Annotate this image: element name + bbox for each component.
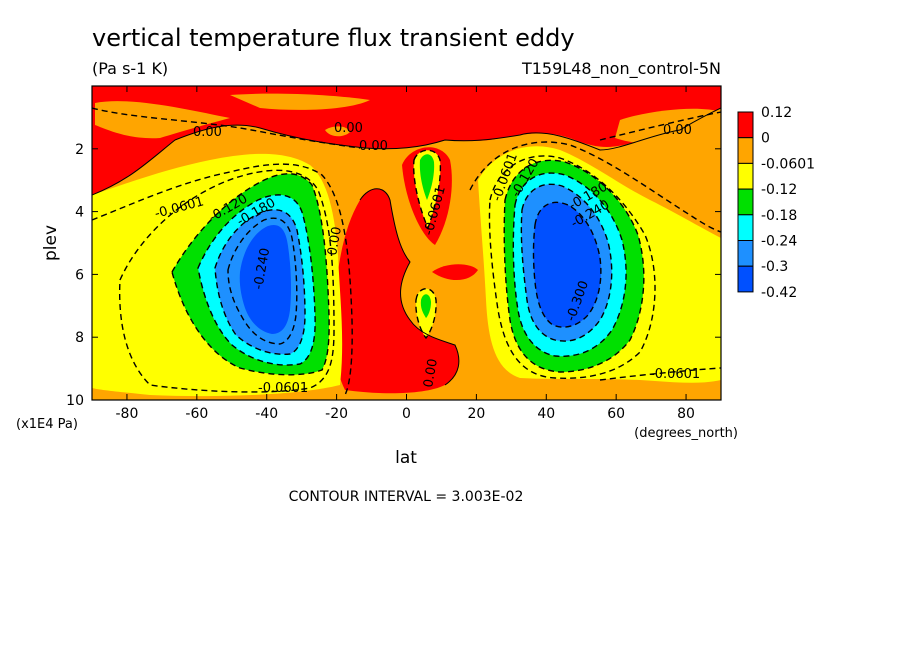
contour-line-sh-2 — [171, 173, 330, 376]
contour-line-nh-3 — [512, 172, 627, 357]
fill-eq-green-upper — [419, 154, 435, 200]
x-tick-label: 80 — [677, 406, 695, 422]
fill-orange-top-mid — [230, 93, 370, 110]
colorbar-label: -0.12 — [761, 182, 797, 198]
contour-line-eq-upper — [412, 149, 442, 230]
y-tick-label: 4 — [75, 205, 84, 221]
contour-line-eq-lower — [415, 288, 437, 340]
chart-subtitle: (Pa s-1 K) — [92, 59, 168, 78]
fill-sh-blue2 — [239, 224, 292, 334]
colorbar-label: 0 — [761, 131, 770, 147]
contour-label: -0.0601 — [650, 367, 700, 382]
contour-label: -0.0601 — [258, 381, 308, 396]
fill-red-equator-lobe — [432, 264, 478, 281]
fill-nh-blue2 — [533, 202, 601, 328]
x-tick-label: -80 — [116, 406, 139, 422]
x-axis-label: lat — [395, 448, 417, 468]
colorbar: 0.12 0 -0.0601 -0.12 -0.18 -0.24 -0.3 -0.42 — [737, 105, 815, 301]
colorbar-swatch — [737, 265, 754, 293]
colorbar-label: -0.0601 — [761, 156, 815, 172]
zero-contour-top — [92, 107, 721, 196]
contour-label: 0.00 — [663, 123, 692, 138]
colorbar-swatch — [737, 240, 754, 267]
colorbar-swatch — [737, 162, 754, 190]
colorbar-label: -0.42 — [761, 285, 797, 301]
contour-interval-note: CONTOUR INTERVAL = 3.003E-02 — [289, 489, 524, 505]
contour-line-nh-4 — [520, 183, 613, 342]
contour-label: -0.240 — [251, 247, 273, 291]
colorbar-label: 0.12 — [761, 105, 792, 121]
contour-line-outer-nh — [469, 141, 721, 233]
x-tick-label: 40 — [537, 406, 555, 422]
fill-eq-green-lower — [420, 294, 431, 318]
colorbar-label: -0.24 — [761, 234, 797, 250]
contour-label: 0.00 — [359, 139, 388, 154]
fill-orange-top-right — [615, 108, 721, 144]
x-tick-label: 20 — [467, 406, 485, 422]
y-tick-label: 2 — [75, 142, 84, 158]
zero-contours — [92, 107, 721, 386]
x-axis: -80 -60 -40 -20 0 20 40 60 80 — [116, 86, 695, 422]
colorbar-label: -0.18 — [761, 208, 797, 224]
y-axis-label: plev — [41, 225, 61, 261]
contour-line-right-bottom — [599, 367, 721, 381]
chart-title: vertical temperature flux transient eddy — [92, 24, 575, 52]
fill-red-top — [92, 86, 721, 195]
contour-line-sh-5 — [227, 217, 298, 345]
contour-fill — [92, 86, 721, 400]
contour-label: 0.00 — [325, 226, 345, 257]
contour-line-sh-3 — [197, 194, 316, 366]
contour-line-nh-2 — [503, 159, 645, 373]
contour-line-sh-4 — [214, 209, 306, 355]
x-tick-label: 60 — [607, 406, 625, 422]
contour-line-nh-1 — [488, 155, 656, 379]
colorbar-label: -0.3 — [761, 259, 788, 275]
colorbar-swatch — [737, 137, 754, 164]
x-units-label: (degrees_north) — [634, 426, 738, 441]
x-tick-label: -40 — [255, 406, 278, 422]
y-tick-label: 10 — [66, 393, 84, 409]
contour-label: 0.00 — [421, 358, 441, 389]
fill-orange-small — [325, 126, 350, 137]
fill-orange-top-left — [95, 101, 230, 139]
dataset-label: T159L48_non_control-5N — [521, 59, 721, 79]
colorbar-swatch — [737, 111, 754, 139]
y-tick-label: 8 — [75, 330, 84, 346]
fill-red-equator-main — [333, 188, 459, 394]
x-tick-label: -60 — [185, 406, 208, 422]
contour-label: 0.00 — [193, 125, 222, 140]
zero-contour-equator — [359, 188, 460, 386]
y-tick-label: 6 — [75, 267, 84, 283]
y-units-label: (x1E4 Pa) — [16, 417, 78, 432]
contour-line-outer-sh — [92, 163, 353, 396]
y-axis: 2 4 6 8 10 — [66, 142, 721, 409]
contour-label: 0.00 — [334, 121, 363, 136]
x-tick-label: 0 — [402, 406, 411, 422]
contour-line-top-right — [599, 111, 721, 141]
colorbar-swatch — [737, 188, 754, 216]
colorbar-swatch — [737, 214, 754, 242]
x-tick-label: -20 — [325, 406, 348, 422]
